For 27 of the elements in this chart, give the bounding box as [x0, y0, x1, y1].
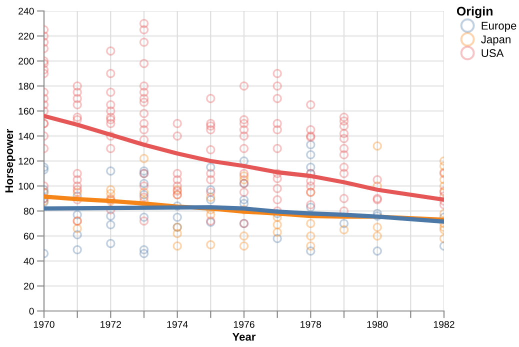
y-tick-label: 160 — [18, 108, 34, 115]
x-tick-label: 1974 — [167, 320, 188, 328]
y-tick-label: 220 — [18, 32, 34, 40]
x-tick-label: 1980 — [367, 320, 388, 328]
legend-label: Japan — [481, 36, 510, 46]
y-tick-label: 200 — [18, 58, 34, 65]
y-tick-label: 80 — [24, 208, 34, 215]
x-tick-label: 1970 — [34, 320, 54, 328]
x-tick-label: 1978 — [300, 320, 322, 328]
y-tick-label: 100 — [18, 182, 34, 190]
legend-label: USA — [482, 49, 504, 58]
y-axis-title: Horsepower — [5, 129, 16, 192]
y-tick-label: 0 — [29, 308, 34, 315]
y-tick-label: 140 — [18, 132, 34, 140]
y-tick-label: 240 — [18, 8, 34, 15]
x-tick-label: 1982 — [434, 320, 454, 328]
y-tick-label: 120 — [18, 158, 34, 165]
y-tick-label: 180 — [18, 82, 34, 90]
y-tick-label: 40 — [24, 258, 34, 265]
line-series — [44, 205, 444, 224]
legend-label: Europe — [482, 22, 516, 32]
y-tick-label: 20 — [24, 282, 34, 290]
x-axis-title: Year — [232, 332, 256, 341]
legend-title: Origin — [456, 6, 492, 18]
x-tick-label: 1972 — [100, 320, 121, 328]
y-tick-label: 60 — [24, 232, 34, 240]
x-tick-label: 1976 — [234, 320, 254, 328]
